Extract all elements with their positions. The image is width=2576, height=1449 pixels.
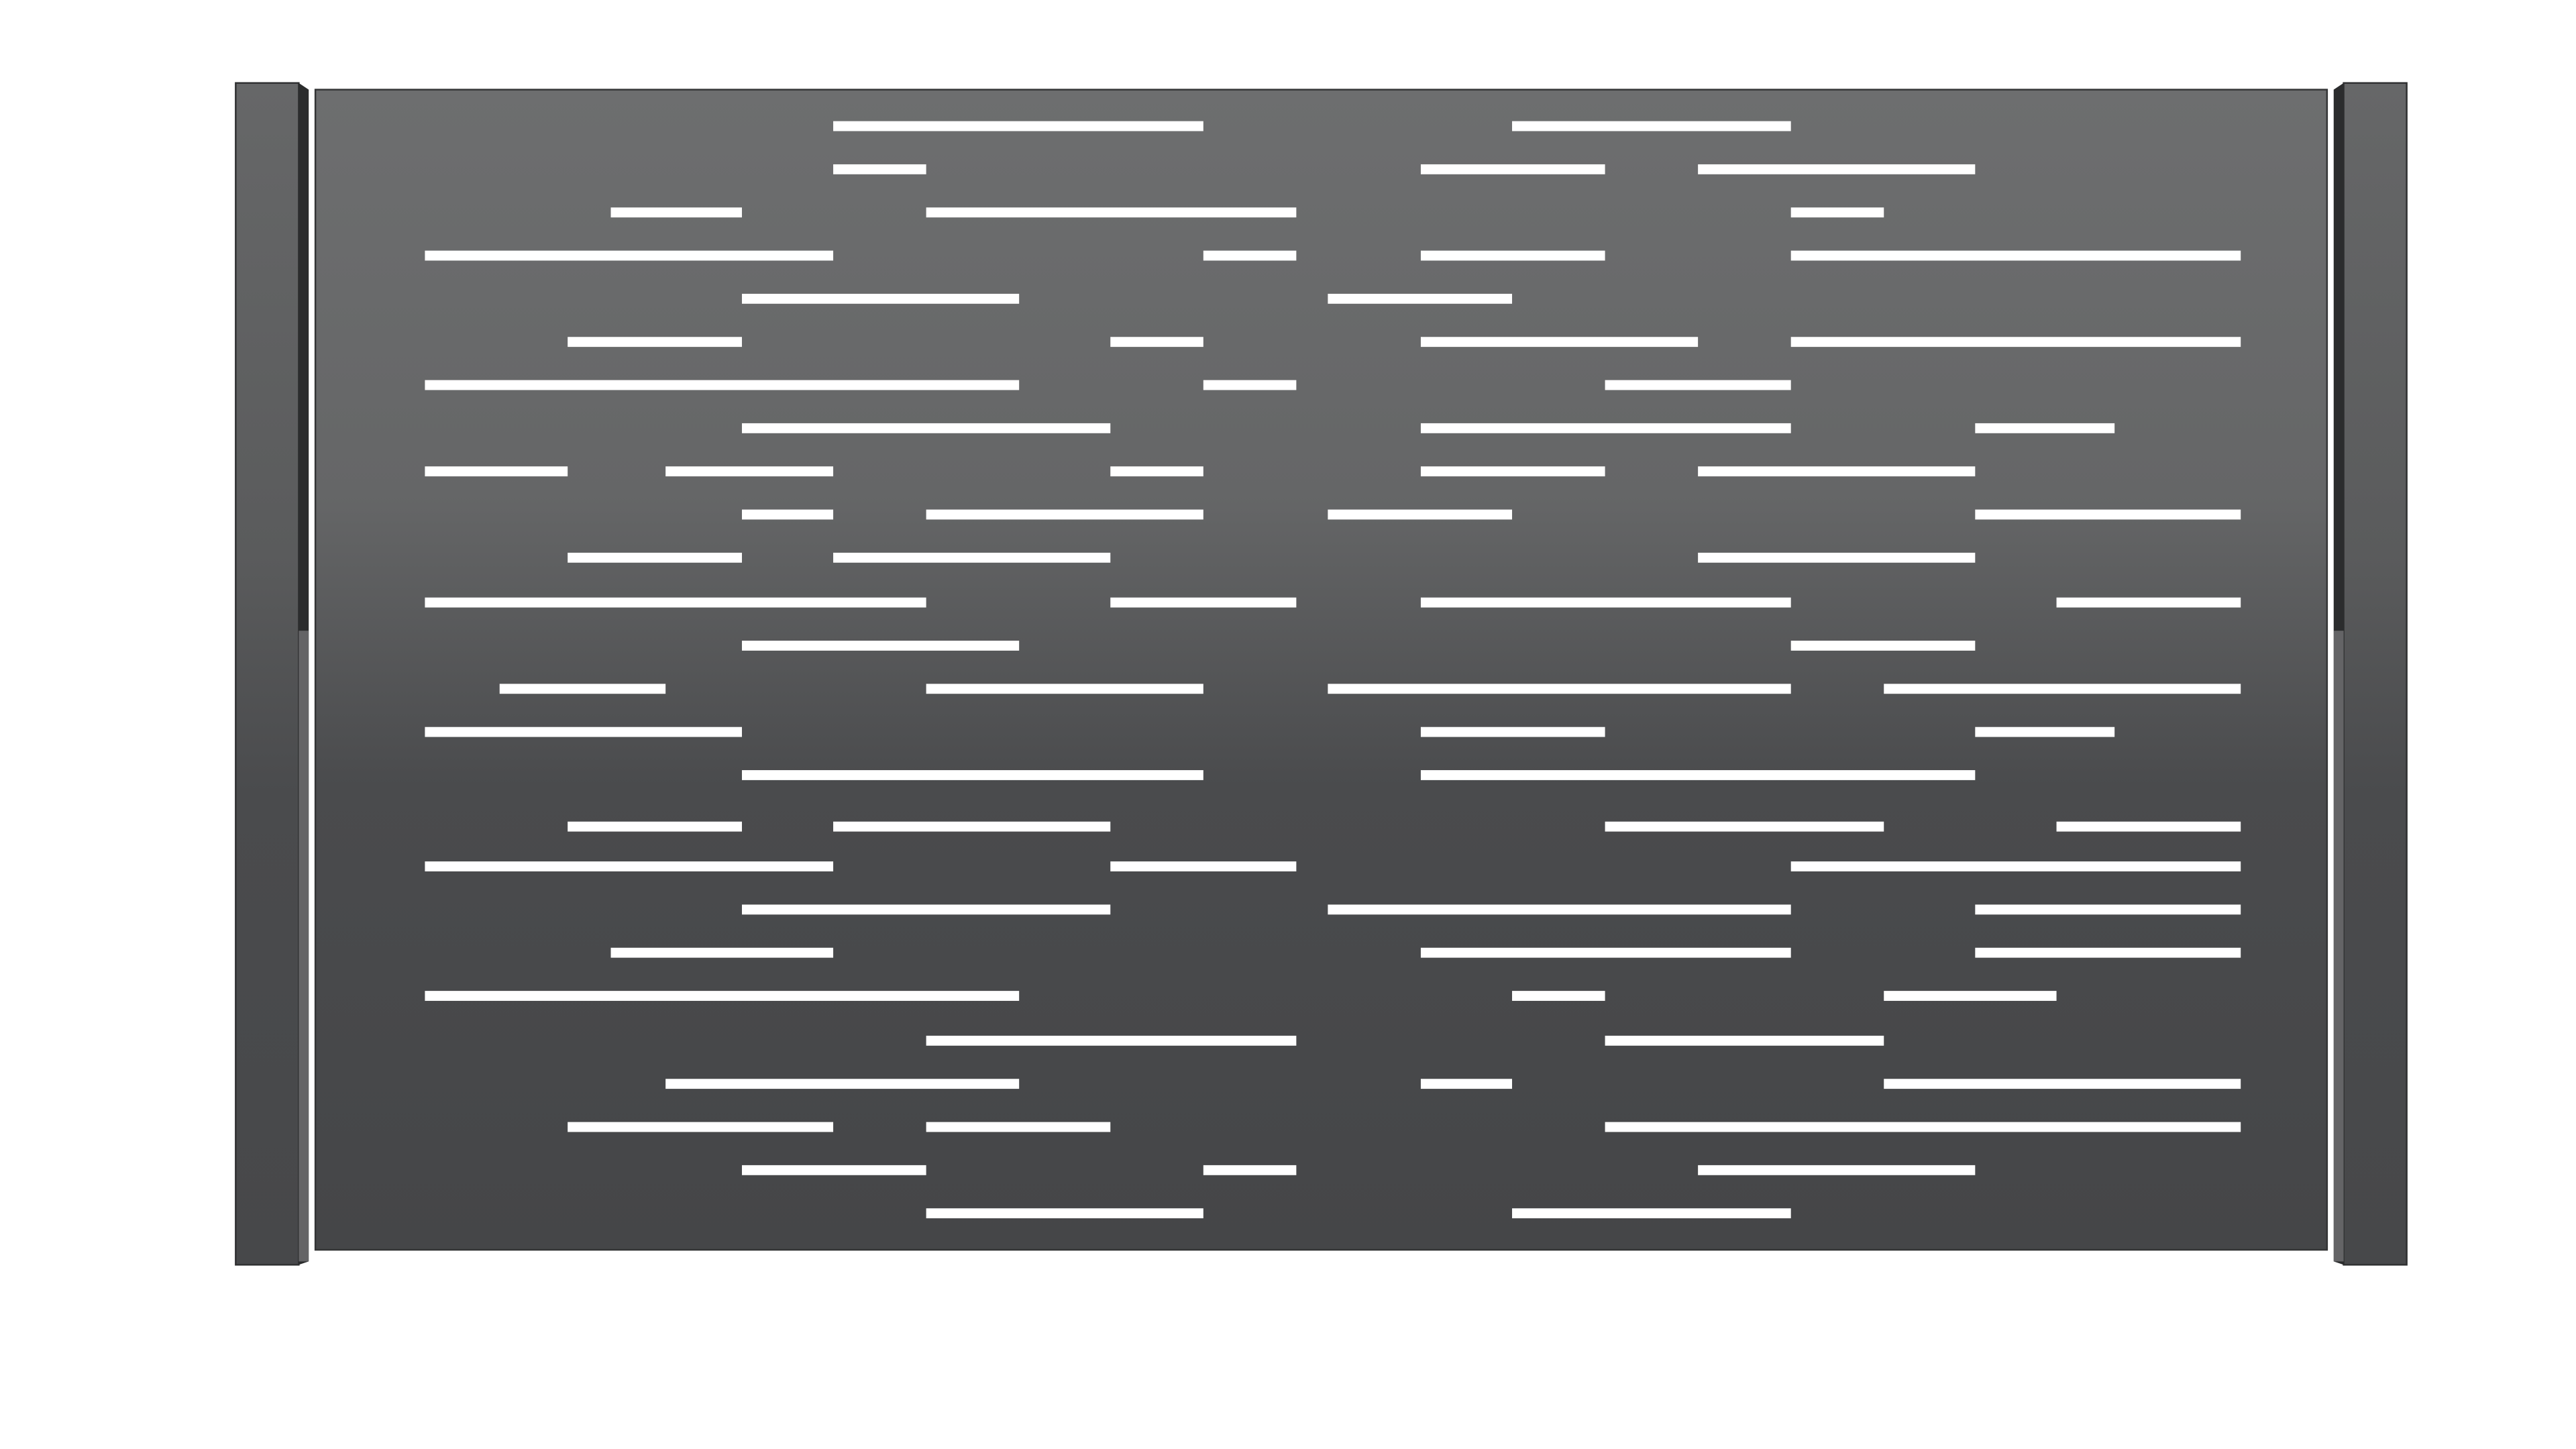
panel-slot — [1420, 250, 1605, 261]
panel-slot — [1420, 423, 1791, 433]
panel-slot — [833, 164, 926, 174]
panel-slot — [568, 821, 742, 832]
panel-slots — [425, 121, 2241, 1219]
panel-slot — [741, 423, 1111, 433]
panel-slot — [741, 770, 1203, 780]
panel-slot — [665, 466, 834, 477]
panel-slot — [926, 1208, 1203, 1219]
panel-slot — [1605, 821, 1884, 832]
panel-slot — [1698, 466, 1976, 477]
panel-slot — [1203, 1165, 1297, 1175]
panel-slot — [1975, 904, 2241, 915]
panel-slot — [1605, 1035, 1884, 1046]
panel-slot — [568, 1122, 834, 1132]
panel-slot — [425, 861, 834, 871]
panel-slot — [1512, 121, 1791, 131]
panel-slot — [1328, 293, 1513, 304]
panel-slot — [926, 1035, 1297, 1046]
panel-slot — [1884, 1079, 2241, 1089]
panel-slot — [1203, 250, 1297, 261]
panel-slot — [425, 380, 1020, 390]
panel-slot — [741, 641, 1020, 651]
panel-slot — [1698, 552, 1976, 563]
panel-slot — [1698, 1165, 1976, 1175]
panel-slot — [1328, 684, 1791, 694]
panel-slot — [425, 727, 742, 737]
panel-slot — [568, 337, 742, 347]
panel-slot — [610, 947, 834, 958]
panel-slot — [1420, 1079, 1513, 1089]
panel-slot — [1698, 164, 1976, 174]
panel-slot — [1512, 991, 1605, 1001]
panel-slot — [1605, 380, 1791, 390]
panel-slot — [833, 121, 1203, 131]
panel-slot — [425, 597, 926, 608]
panel-slot — [1328, 509, 1513, 520]
panel-slot — [610, 207, 742, 218]
panel-slot — [1790, 207, 1884, 218]
panel-slot — [1110, 861, 1297, 871]
panel-slot — [1975, 727, 2115, 737]
panel-slot — [1884, 991, 2057, 1001]
panel-slot — [1420, 770, 1976, 780]
panel-slot — [1975, 509, 2241, 520]
panel-slot — [1790, 861, 2241, 871]
panel-slot — [425, 991, 1020, 1001]
panel-slot — [665, 1079, 1020, 1089]
right-post — [2333, 82, 2408, 1266]
panel-slot — [1790, 250, 2241, 261]
panel-slot — [1203, 380, 1297, 390]
panel-slot — [1110, 337, 1203, 347]
panel-slot — [1420, 597, 1791, 608]
panel-slot — [425, 250, 834, 261]
panel-slot — [568, 552, 742, 563]
panel-slot — [2056, 821, 2241, 832]
panel-slot — [1975, 947, 2241, 958]
panel-slot — [499, 684, 666, 694]
panel-slot — [1420, 947, 1791, 958]
panel-slot — [833, 821, 1111, 832]
panel-slot — [1605, 1122, 2241, 1132]
panel-slot — [1512, 1208, 1791, 1219]
panel-slot — [1420, 466, 1605, 477]
panel-slot — [926, 684, 1203, 694]
panel-slot — [1328, 904, 1791, 915]
panel-slot — [926, 509, 1203, 520]
panel-slot — [833, 552, 1111, 563]
panel-slot — [425, 466, 568, 477]
panel-slot — [1420, 727, 1605, 737]
panel-slot — [1790, 641, 1976, 651]
fence-panel — [314, 89, 2328, 1251]
panel-slot — [741, 1165, 926, 1175]
panel-slot — [741, 509, 834, 520]
panel-slot — [926, 207, 1297, 218]
panel-slot — [741, 904, 1111, 915]
panel-slot — [741, 293, 1020, 304]
panel-slot — [1110, 597, 1297, 608]
panel-slot — [1790, 337, 2241, 347]
panel-slot — [2056, 597, 2241, 608]
panel-slot — [1420, 337, 1699, 347]
panel-slot — [1884, 684, 2241, 694]
panel-slot — [1975, 423, 2115, 433]
panel-slot — [1110, 466, 1203, 477]
left-post — [235, 82, 309, 1266]
panel-slot — [1420, 164, 1605, 174]
panel-slot — [926, 1122, 1111, 1132]
